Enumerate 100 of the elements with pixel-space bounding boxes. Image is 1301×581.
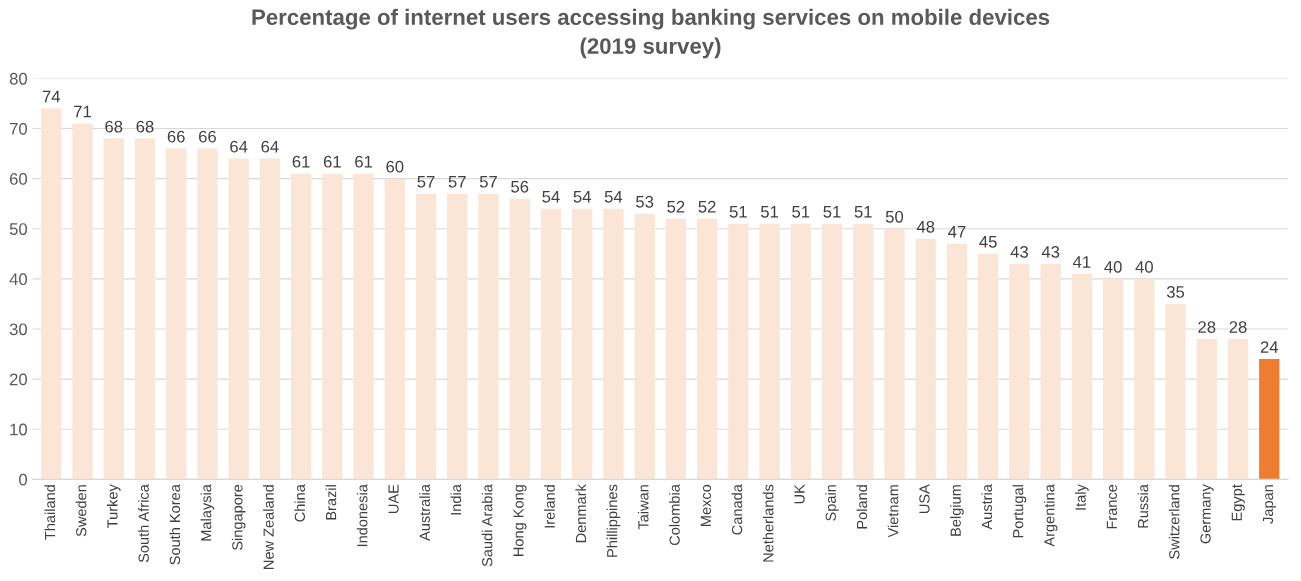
x-tick-label: China <box>294 484 306 522</box>
x-tick-label: India <box>450 484 462 515</box>
data-label: 64 <box>261 140 279 153</box>
bar <box>228 158 249 480</box>
bar <box>259 158 281 480</box>
x-tick-label: UK <box>794 484 805 504</box>
data-label: 43 <box>1041 245 1060 258</box>
x-tick-label: Austria <box>981 484 993 530</box>
x-tick-label: Denmark <box>575 484 587 543</box>
x-tick-label: Malaysia <box>200 484 215 541</box>
data-label: 51 <box>854 206 872 218</box>
bar <box>821 223 843 480</box>
data-label: 51 <box>729 206 747 218</box>
bar <box>1102 278 1124 480</box>
bar <box>884 228 905 480</box>
data-label: 74 <box>42 90 61 103</box>
bar <box>41 108 62 480</box>
x-tick-label: UAE <box>388 484 399 514</box>
data-label: 61 <box>355 155 373 168</box>
bar <box>728 223 749 480</box>
x-tick-label: Portugal <box>1012 485 1027 538</box>
data-label: 40 <box>1104 261 1122 273</box>
bar <box>915 238 936 480</box>
data-label: 54 <box>573 191 591 203</box>
x-tick-label: Colombia <box>669 484 680 546</box>
x-tick-label: Sweden <box>75 485 87 537</box>
data-label: 52 <box>698 200 716 213</box>
x-tick-label: Netherlands <box>762 484 774 562</box>
x-tick-label: Singapore <box>231 484 246 550</box>
x-tick-label: Turkey <box>106 484 121 528</box>
x-tick-label: Spain <box>825 485 839 521</box>
bar <box>384 178 405 480</box>
bar <box>1134 278 1155 480</box>
data-label: 50 <box>885 210 904 223</box>
data-label: 66 <box>198 130 216 143</box>
data-label: 40 <box>1135 261 1153 273</box>
x-tick-label: Indonesia <box>356 484 368 547</box>
y-tick-label: 60 <box>9 173 28 185</box>
data-label: 47 <box>948 226 966 238</box>
data-label: 54 <box>604 191 623 203</box>
x-tick-label: Canada <box>731 484 743 535</box>
data-label: 54 <box>542 191 560 203</box>
data-label: 35 <box>1166 286 1185 298</box>
data-label: 51 <box>823 206 841 218</box>
x-tick-label: Brazil <box>325 485 337 520</box>
bar <box>72 123 93 480</box>
data-label: 51 <box>792 206 810 218</box>
data-label: 28 <box>1198 321 1216 333</box>
bar <box>946 243 968 480</box>
bar <box>1196 339 1217 480</box>
bar <box>1165 303 1186 480</box>
x-tick-label: USA <box>919 484 930 514</box>
x-tick-label: France <box>1106 484 1118 529</box>
bar <box>1071 273 1093 480</box>
bar <box>197 148 218 480</box>
bar <box>790 223 811 480</box>
data-label: 24 <box>1260 341 1279 353</box>
bar <box>1227 339 1249 480</box>
data-label: 71 <box>74 105 91 118</box>
bar <box>415 193 437 480</box>
bar <box>134 138 156 480</box>
x-tick-label: South Africa <box>138 484 149 563</box>
data-label: 28 <box>1229 321 1247 333</box>
x-tick-label: Egypt <box>1231 484 1245 521</box>
x-tick-label: Hong Kong <box>513 485 527 556</box>
y-tick-label: 70 <box>9 122 28 135</box>
bar <box>103 138 124 480</box>
x-tick-label: Russia <box>1137 484 1149 528</box>
x-tick-label: Belgium <box>950 485 964 536</box>
x-tick-label: Argentina <box>1043 484 1058 547</box>
x-tick-label: Taiwan <box>637 485 649 530</box>
bar <box>1009 263 1030 480</box>
x-tick-label: Italy <box>1075 484 1089 510</box>
x-tick-label: Switzerland <box>1168 485 1180 559</box>
y-tick-label: 10 <box>10 423 28 436</box>
bar <box>166 148 187 480</box>
data-label: 61 <box>323 155 341 168</box>
bar <box>290 173 312 480</box>
data-label: 53 <box>636 195 654 208</box>
bar <box>665 218 687 480</box>
y-tick-label: 30 <box>9 323 28 336</box>
data-label: 45 <box>979 236 997 248</box>
bar <box>1259 359 1280 480</box>
data-label: 61 <box>292 155 310 168</box>
data-label: 57 <box>448 175 466 188</box>
bar <box>1040 263 1061 480</box>
x-tick-label: South Korea <box>169 484 181 565</box>
data-label: 66 <box>167 130 185 143</box>
x-tick-label: Mexco <box>700 484 712 526</box>
x-tick-label: Phillippines <box>606 484 621 557</box>
bar <box>322 173 343 480</box>
bar <box>353 173 374 480</box>
x-tick-label: Vietnam <box>887 485 899 538</box>
data-label: 68 <box>136 120 154 133</box>
x-tick-label: Thailand <box>44 485 56 540</box>
x-tick-label: Japan <box>1262 485 1277 524</box>
bar <box>634 213 655 480</box>
data-label: 60 <box>386 160 404 173</box>
data-label: 56 <box>511 180 529 193</box>
bar <box>447 193 468 480</box>
